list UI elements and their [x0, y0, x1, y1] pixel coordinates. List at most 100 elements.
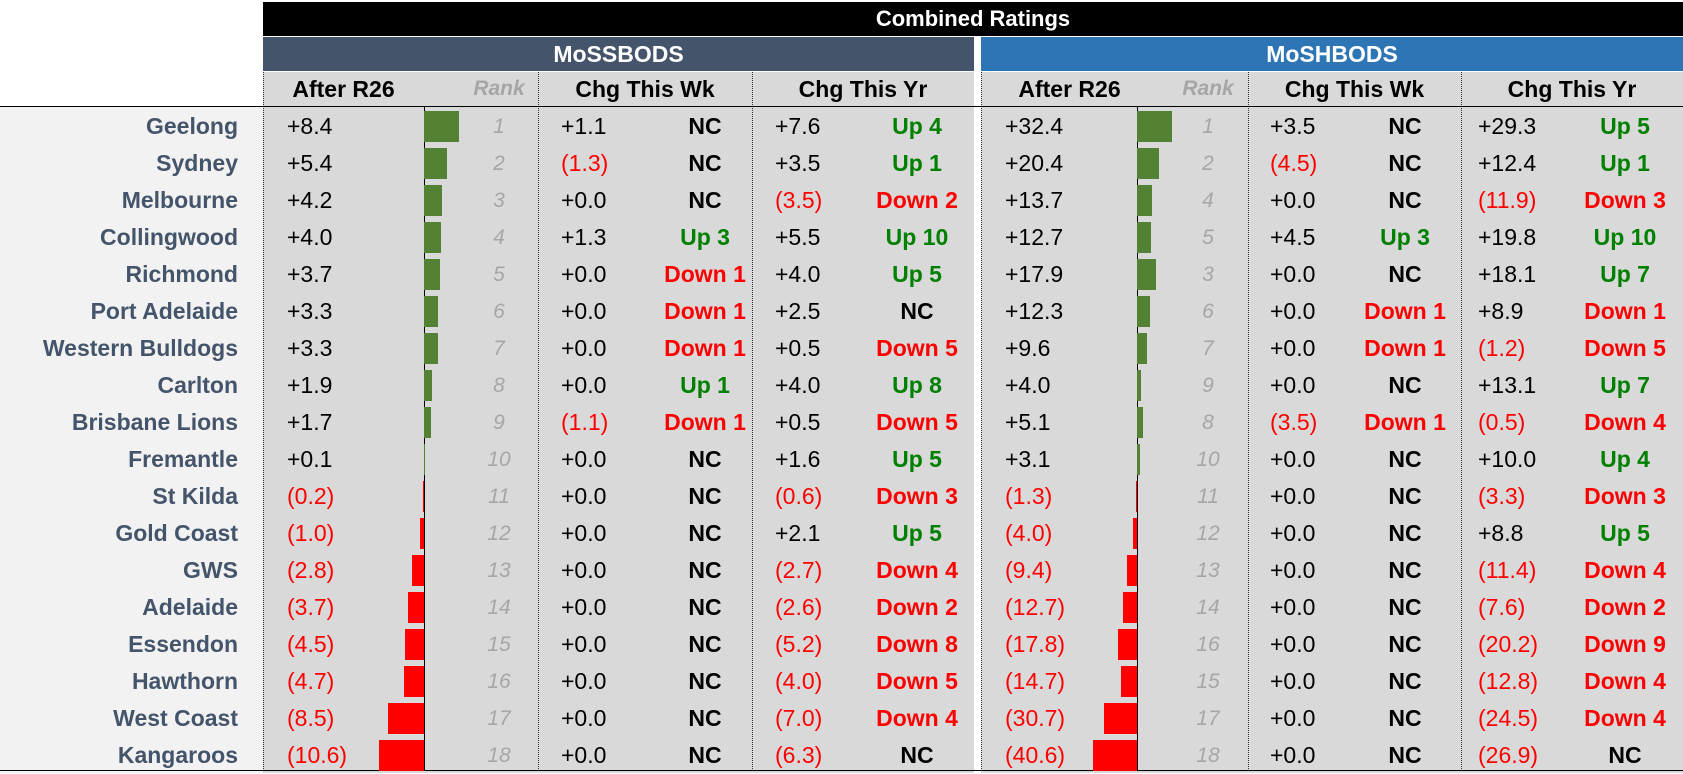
- team-name: Carlton: [157, 372, 239, 398]
- moshbods-chg-wk-value: +3.5: [1270, 113, 1316, 139]
- moshbods-rank: 15: [1196, 670, 1220, 693]
- moshbods-chg-wk-move: NC: [1388, 446, 1422, 472]
- team-name: Hawthorn: [131, 668, 238, 694]
- moshbods-chg-wk-value: +0.0: [1270, 742, 1316, 768]
- moshbods-rating-bar: [1135, 481, 1137, 512]
- moshbods-rating-bar: [1137, 333, 1148, 364]
- moshbods-rating-value: +32.4: [1005, 113, 1064, 139]
- mossbods-chg-yr-value: (5.2): [775, 631, 823, 657]
- moshbods-chg-yr-move: Down 3: [1584, 483, 1666, 509]
- moshbods-chg-wk-value: +0.0: [1270, 557, 1316, 583]
- mossbods-panel: [263, 72, 974, 773]
- moshbods-chg-yr-move: Up 7: [1600, 261, 1650, 287]
- mossbods-rating-value: (10.6): [287, 742, 348, 768]
- team-column-background: [0, 106, 263, 773]
- moshbods-chg-wk-move: NC: [1388, 150, 1422, 176]
- mossbods-rank: 7: [493, 337, 505, 360]
- mossbods-rank: 4: [493, 226, 505, 249]
- mossbods-chg-wk-move: NC: [688, 446, 722, 472]
- mossbods-rank: 8: [493, 374, 505, 397]
- mossbods-chg-wk-move: NC: [688, 113, 722, 139]
- mossbods-header-chg-wk: Chg This Wk: [575, 75, 715, 102]
- moshbods-chg-wk-move: NC: [1388, 557, 1422, 583]
- mossbods-chg-yr-move: NC: [900, 742, 934, 768]
- mossbods-chg-wk-value: (1.3): [561, 150, 609, 176]
- column-divider: [538, 72, 539, 771]
- moshbods-chg-yr-value: (7.6): [1478, 594, 1526, 620]
- moshbods-header-chg-yr: Chg This Yr: [1507, 75, 1637, 102]
- mossbods-rank: 16: [487, 670, 511, 693]
- moshbods-rating-bar: [1093, 740, 1137, 771]
- mossbods-header-chg-yr: Chg This Yr: [798, 75, 928, 102]
- moshbods-chg-wk-move: NC: [1388, 187, 1422, 213]
- moshbods-rank: 14: [1196, 596, 1220, 619]
- mossbods-chg-yr-value: (7.0): [775, 705, 823, 731]
- moshbods-rating-bar: [1123, 592, 1137, 623]
- moshbods-rating-value: (40.6): [1005, 742, 1066, 768]
- mossbods-chg-yr-value: (2.7): [775, 557, 823, 583]
- moshbods-rating-bar: [1137, 296, 1151, 327]
- moshbods-rank: 17: [1196, 707, 1220, 730]
- moshbods-rank: 1: [1202, 115, 1214, 138]
- team-name: West Coast: [113, 705, 238, 731]
- mossbods-rating-value: (3.7): [287, 594, 335, 620]
- moshbods-rank: 3: [1202, 263, 1214, 286]
- moshbods-chg-yr-value: (1.2): [1478, 335, 1526, 361]
- moshbods-chg-wk-value: +0.0: [1270, 705, 1316, 731]
- mossbods-chg-yr-move: Down 8: [876, 631, 958, 657]
- mossbods-chg-wk-value: +0.0: [561, 594, 607, 620]
- moshbods-rank: 16: [1196, 633, 1220, 656]
- moshbods-rating-value: +12.7: [1005, 224, 1064, 250]
- moshbods-chg-wk-value: +0.0: [1270, 520, 1316, 546]
- mossbods-chg-yr-value: (3.5): [775, 187, 823, 213]
- mossbods-chg-yr-value: (0.6): [775, 483, 823, 509]
- footer-rule: [0, 770, 1683, 771]
- team-name: GWS: [183, 557, 238, 583]
- mossbods-chg-yr-value: +4.0: [775, 261, 821, 287]
- team-name: St Kilda: [152, 483, 238, 509]
- mossbods-rating-bar: [388, 703, 424, 734]
- moshbods-chg-yr-value: (0.5): [1478, 409, 1526, 435]
- mossbods-rating-bar: [412, 555, 424, 586]
- mossbods-rating-bar: [424, 444, 425, 475]
- moshbods-rank: 6: [1202, 300, 1214, 323]
- moshbods-chg-yr-move: NC: [1608, 742, 1642, 768]
- moshbods-chg-yr-move: Up 10: [1593, 224, 1657, 250]
- mossbods-rating-value: +4.0: [287, 224, 333, 250]
- mossbods-chg-wk-move: Up 1: [680, 372, 730, 398]
- mossbods-chg-wk-value: +0.0: [561, 668, 607, 694]
- mossbods-chg-wk-move: NC: [688, 557, 722, 583]
- mossbods-chg-yr-move: Up 8: [892, 372, 942, 398]
- team-name: Western Bulldogs: [42, 335, 238, 361]
- mossbods-rating-value: +1.7: [287, 409, 333, 435]
- mossbods-rank: 5: [493, 263, 505, 286]
- mossbods-chg-yr-move: Down 3: [876, 483, 958, 509]
- mossbods-chg-wk-value: +0.0: [561, 520, 607, 546]
- mossbods-rating-value: +3.3: [287, 335, 333, 361]
- mossbods-chg-wk-move: NC: [688, 631, 722, 657]
- mossbods-chg-yr-value: +0.5: [775, 409, 821, 435]
- mossbods-rating-bar: [424, 222, 441, 253]
- moshbods-rating-value: (17.8): [1005, 631, 1066, 657]
- moshbods-chg-wk-value: +0.0: [1270, 335, 1316, 361]
- moshbods-chg-wk-move: NC: [1388, 261, 1422, 287]
- mossbods-chg-yr-value: +7.6: [775, 113, 821, 139]
- team-name: Gold Coast: [115, 520, 238, 546]
- team-name: Geelong: [145, 113, 238, 139]
- team-name: Melbourne: [121, 187, 238, 213]
- moshbods-chg-wk-move: NC: [1388, 113, 1422, 139]
- moshbods-chg-wk-value: +0.0: [1270, 594, 1316, 620]
- moshbods-rank: 18: [1196, 744, 1220, 767]
- team-name: Richmond: [125, 261, 238, 287]
- mossbods-chg-yr-value: +2.5: [775, 298, 821, 324]
- moshbods-chg-yr-move: Down 4: [1584, 668, 1666, 694]
- header-rule: [0, 106, 1683, 107]
- mossbods-chg-yr-value: (4.0): [775, 668, 823, 694]
- moshbods-chg-yr-value: +18.1: [1478, 261, 1537, 287]
- mossbods-chg-yr-value: +4.0: [775, 372, 821, 398]
- moshbods-rating-bar: [1137, 148, 1160, 179]
- group-header-moshbods: MoSHBODS: [981, 37, 1683, 71]
- mossbods-chg-yr-move: Up 10: [885, 224, 949, 250]
- mossbods-rating-value: +0.1: [287, 446, 333, 472]
- mossbods-rank: 9: [493, 411, 505, 434]
